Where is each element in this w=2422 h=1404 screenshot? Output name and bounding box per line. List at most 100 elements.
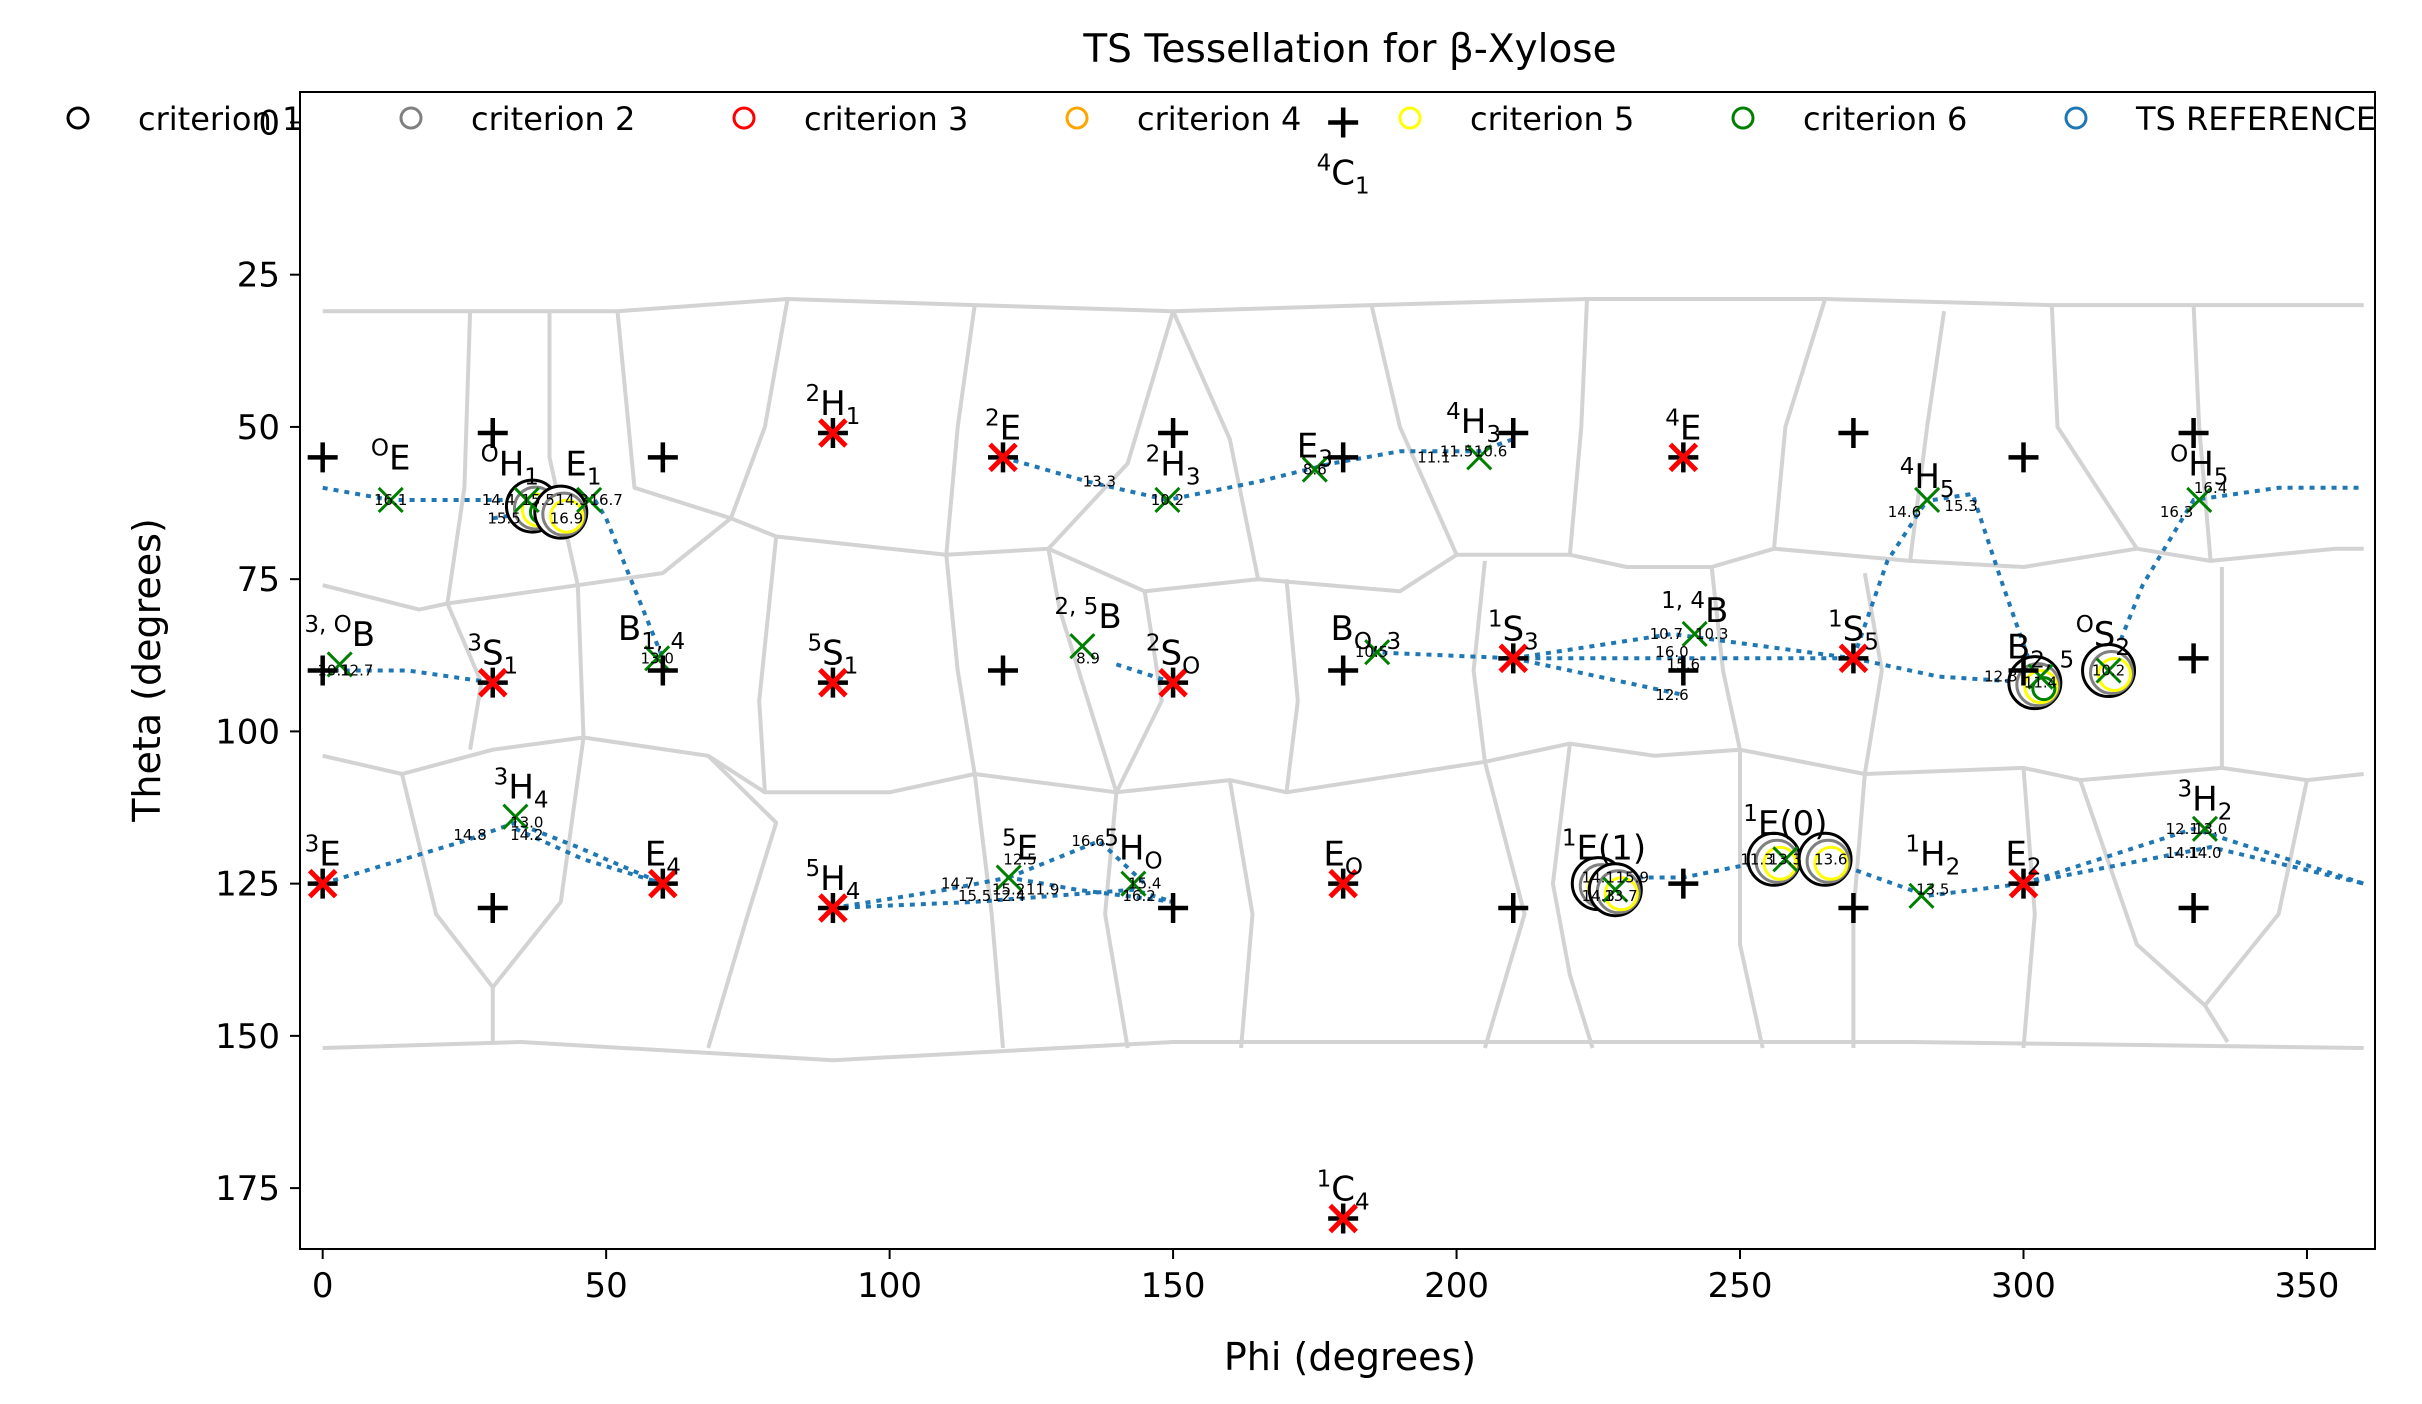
x-axis-label: Phi (degrees): [1224, 1335, 1476, 1379]
label-base: H: [1914, 457, 1940, 497]
label-superscript: 5: [1104, 825, 1119, 851]
label-base: S: [1502, 609, 1524, 649]
cell-boundary: [491, 737, 586, 989]
cell-boundary: [972, 773, 1005, 1049]
label-superscript: 5: [807, 631, 822, 657]
canonical-x-marker: [1838, 643, 1869, 674]
label-subscript: 2: [2027, 855, 2042, 881]
cell-boundary: [615, 311, 732, 521]
label-superscript: O: [2076, 612, 2094, 638]
canonical-plus-marker: [647, 655, 678, 686]
label-subscript: 4: [534, 787, 549, 813]
label-subscript: O, 3: [1354, 629, 1401, 655]
label-base: S: [1843, 609, 1865, 649]
canonical-label: 3E: [305, 832, 341, 875]
canonical-plus-marker: [307, 442, 338, 473]
canonical-label: E2: [2005, 835, 2041, 881]
energy-label: 14.4: [482, 491, 515, 509]
x-tick-label: 350: [2275, 1266, 2340, 1306]
energy-label: 10.7: [1650, 625, 1683, 643]
label-base: B: [1705, 591, 1728, 631]
legend-marker: [2064, 106, 2088, 130]
reference-path: [322, 820, 664, 886]
canonical-plus-marker: [2008, 655, 2039, 686]
cell-boundary: [445, 311, 484, 751]
cell-boundary: [2021, 767, 2037, 1049]
ts-cluster-circle: [2089, 650, 2135, 695]
legend-entry: criterion 1: [138, 100, 302, 138]
reference-path: [514, 826, 664, 886]
energy-label: 8.9: [1076, 649, 1100, 667]
ts-cluster-circle: [1762, 845, 1798, 881]
label-subscript: 5: [1864, 629, 1879, 655]
reference-path: [1002, 437, 1514, 503]
label-subscript: 2: [2218, 800, 2233, 826]
label-subscript: 1: [846, 404, 861, 430]
cell-boundary: [1369, 304, 1459, 556]
ts-label: OH1: [481, 442, 539, 491]
ts-label: 5E: [1002, 825, 1038, 868]
legend-marker: [399, 106, 423, 130]
ts-marker: [576, 486, 603, 514]
label-base: S: [1161, 634, 1183, 674]
canonical-plus-marker: [1328, 655, 1359, 686]
label-superscript: 1: [1317, 1167, 1332, 1193]
cell-boundary: [1046, 310, 1176, 551]
label-subscript: 3: [1186, 465, 1201, 491]
legend-marker: [66, 106, 90, 130]
ts-label: 1H2: [1905, 831, 1960, 880]
energy-label: 11.3: [1740, 850, 1773, 868]
canonical-x-marker: [818, 418, 848, 448]
canonical-plus-marker: [1498, 892, 1529, 923]
energy-label: 14.6: [1888, 503, 1921, 521]
label-subscript: 5: [1940, 477, 1955, 503]
legend-entry: criterion 5: [1470, 100, 1634, 138]
energy-label: 10.2: [2092, 662, 2125, 680]
energy-label: 13.0: [640, 649, 673, 667]
x-tick-label: 100: [857, 1266, 922, 1306]
legend-marker: [732, 106, 756, 130]
canonical-plus-marker: [1838, 418, 1869, 449]
y-tick-label: 50: [237, 408, 280, 448]
cell-boundary: [1046, 548, 1119, 793]
label-superscript: 3: [305, 832, 320, 858]
energy-label: 16.7: [589, 491, 622, 509]
energy-label: 12.3: [1984, 668, 2017, 686]
energy-label: 10.3: [1695, 625, 1728, 643]
label-base: E: [2005, 835, 2026, 875]
cell-boundary: [2191, 305, 2213, 562]
legend-marker: [1065, 106, 1089, 130]
ts-label: 1, 4B: [1661, 588, 1728, 631]
cell-boundary: [1709, 566, 1742, 751]
canonical-plus-marker: [2178, 892, 2209, 923]
energy-labels: 16.1 14.4 15.515.5 16.914.3 16.713.310.28.61…: [317, 442, 2227, 905]
energy-label: 12.7: [340, 662, 373, 680]
canonical-plus-marker: [1668, 655, 1699, 686]
label-superscript: 3: [494, 764, 509, 790]
label-base: E(0): [1758, 804, 1828, 844]
label-subscript: O: [1144, 848, 1162, 874]
ts-marker: [1120, 870, 1147, 897]
cell-boundary: [1114, 590, 1164, 794]
canonical-label: 4E: [1665, 405, 1701, 448]
label-base: B: [2007, 627, 2030, 667]
label-base: H: [820, 859, 846, 899]
label-superscript: O: [2170, 442, 2188, 468]
label-superscript: 2: [805, 381, 820, 407]
label-subscript: O: [1182, 654, 1200, 680]
cell-boundary: [1103, 792, 1130, 1049]
cell-boundary: [2203, 779, 2309, 1007]
legend-marker: [1731, 106, 1755, 130]
label-superscript: 1: [1828, 606, 1843, 632]
cell-boundary: [1550, 743, 1595, 1049]
ts-marker: [1772, 846, 1799, 873]
canonical-plus-marker: [647, 442, 678, 473]
canonical-x-marker: [1158, 667, 1188, 698]
canonical-label: 5H4: [805, 856, 860, 905]
y-tick-label: 0: [258, 103, 280, 143]
cell-boundary: [2049, 305, 2139, 550]
reference-path: [593, 498, 665, 660]
ts-marker: [1069, 633, 1096, 660]
energy-label: 14.3: [1582, 887, 1615, 905]
